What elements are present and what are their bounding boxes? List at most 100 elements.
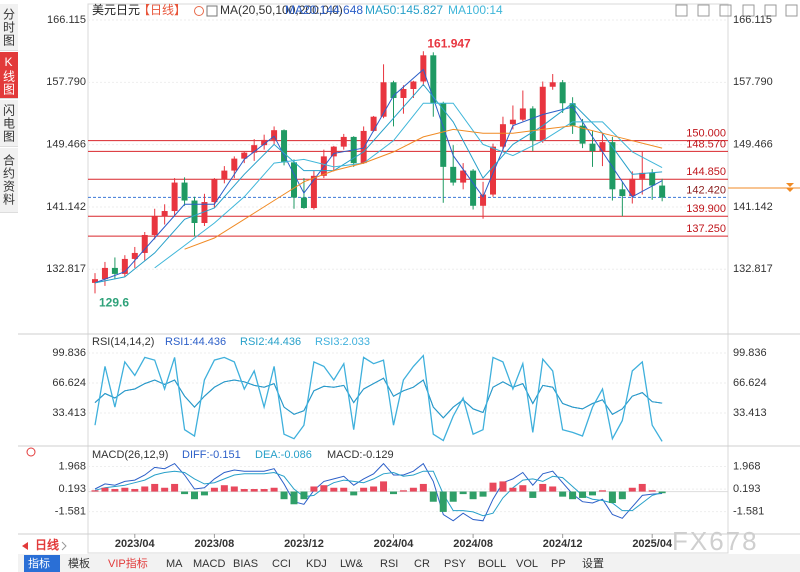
macd-bar (499, 481, 507, 492)
toolbar-item[interactable]: CCI (272, 558, 291, 570)
macd-bar (519, 485, 527, 492)
indicator-icon[interactable] (26, 447, 36, 457)
toolbar-item[interactable]: RSI (380, 558, 398, 570)
icon[interactable] (719, 4, 732, 17)
toolbar-item[interactable]: LW& (340, 558, 364, 570)
chart-title: 美元日元 (92, 3, 140, 17)
candle-body (609, 142, 616, 190)
toolbar-item[interactable]: VIP指标 (108, 556, 148, 570)
legend-label: DEA:-0.086 (255, 449, 312, 461)
candle-body (111, 267, 118, 274)
toolbar-item[interactable]: 指标 (28, 556, 50, 570)
candle-body (420, 55, 427, 82)
toolbar-item[interactable]: KDJ (306, 558, 327, 570)
toolbar-item[interactable]: MA (166, 558, 183, 570)
candle-body (370, 116, 377, 131)
candle-body (171, 182, 178, 212)
series-line (94, 462, 663, 522)
macd-bar (270, 487, 278, 492)
candle-body (92, 279, 98, 283)
candle-body (241, 152, 248, 159)
macd-bar (539, 483, 547, 492)
level-label: 150.000 (686, 128, 726, 140)
sidebar-tab[interactable]: 分时图 (0, 4, 18, 51)
series-line (94, 68, 663, 284)
macd-title: MACD(26,12,9) (92, 449, 168, 461)
candle-body (539, 86, 546, 141)
icon[interactable] (764, 4, 777, 17)
macd-bar (628, 487, 636, 492)
macd-bar (549, 486, 557, 492)
candle-body (499, 124, 506, 147)
candle-body (271, 130, 278, 140)
macd-bar (489, 482, 497, 492)
macd-bar (121, 487, 129, 492)
macd-bar (161, 487, 169, 492)
toolbar-item[interactable]: 设置 (582, 557, 604, 570)
candle-body (629, 178, 636, 197)
macd-bar (171, 483, 179, 492)
sidebar-tab[interactable]: 合约资料 (0, 148, 18, 213)
toolbar-item[interactable]: VOL (516, 558, 538, 570)
icon[interactable] (742, 4, 755, 17)
level-label: 137.250 (686, 223, 726, 235)
candle-body (231, 158, 238, 171)
candle-body (291, 162, 297, 198)
y-tick-label: 66.624 (733, 377, 767, 389)
toolbar-item[interactable]: PSY (444, 558, 467, 570)
top-icons[interactable] (675, 4, 798, 17)
toolbar-item[interactable]: MACD (193, 558, 225, 570)
toolbar-item[interactable]: 模板 (68, 556, 90, 570)
sidebar-tab[interactable]: 闪电图 (0, 100, 18, 147)
y-tick-label: 1.968 (733, 460, 761, 472)
sidebar-tab[interactable]: K线图 (0, 52, 18, 99)
macd-bar (618, 491, 626, 500)
y-tick-label: 157.790 (46, 76, 86, 88)
macd-bar (260, 489, 268, 492)
macd-bar (419, 483, 427, 492)
toolbar-item[interactable]: BOLL (478, 558, 506, 570)
candle-body (380, 82, 387, 117)
legend-label: MA100:14 (448, 3, 503, 17)
legend-label: RSI2:44.436 (240, 336, 301, 348)
period-arrow[interactable] (22, 542, 28, 550)
series-line (154, 102, 663, 269)
macd-bar (131, 489, 139, 492)
macd-bar (409, 487, 417, 492)
candle-body (490, 146, 496, 195)
toolbar-item[interactable]: BIAS (233, 558, 258, 570)
toolbar-item[interactable]: CR (414, 558, 430, 570)
legend-label: MACD:-0.129 (327, 449, 394, 461)
macd-bar (91, 490, 99, 492)
candle-body (251, 145, 258, 153)
candle-body (310, 175, 317, 209)
macd-bar (469, 491, 477, 500)
candle-body (201, 202, 208, 224)
macd-bar (479, 491, 487, 497)
macd-bar (449, 491, 457, 502)
toolbar-item[interactable]: PP (551, 558, 566, 570)
macd-bar (360, 487, 368, 492)
macd-bar (638, 483, 646, 492)
period-arrow[interactable] (61, 541, 67, 551)
candle-body (191, 200, 198, 224)
candle-body (470, 170, 477, 206)
icon[interactable] (785, 4, 798, 17)
y-tick-label: 1.968 (58, 460, 86, 472)
macd-bar (350, 491, 358, 496)
icon[interactable] (675, 4, 688, 17)
settings-icon[interactable] (206, 5, 218, 17)
y-tick-label: 66.624 (52, 377, 86, 389)
x-tick-label: 2023/08 (195, 538, 235, 550)
candle-body (161, 211, 168, 217)
legend-label: DIFF:-0.151 (182, 449, 241, 461)
x-tick-label: 2024/08 (453, 538, 493, 550)
candle-body (549, 82, 556, 87)
icon[interactable] (697, 4, 710, 17)
add-icon[interactable] (194, 6, 204, 16)
plot-frame (87, 3, 729, 554)
x-tick-label: 2023/12 (284, 538, 324, 550)
period-label[interactable]: 日线 (35, 537, 59, 552)
candle-body (300, 197, 307, 209)
